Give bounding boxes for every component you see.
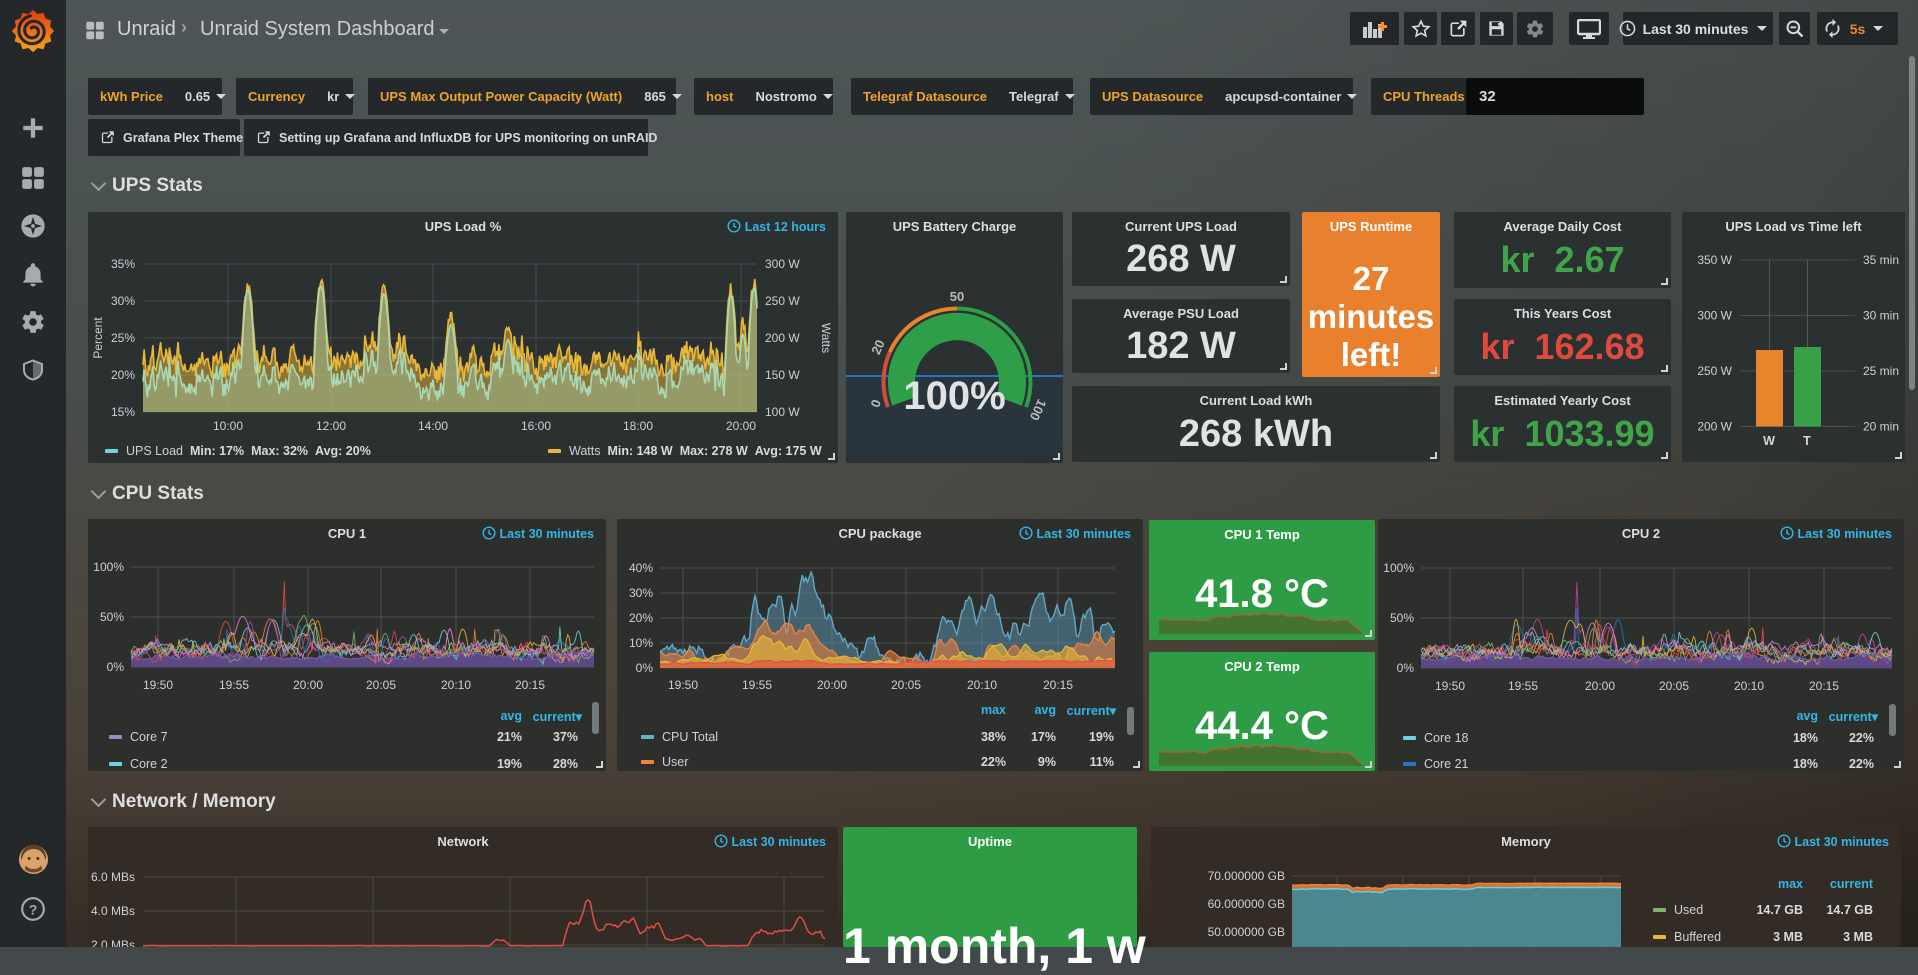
svg-text:14:00: 14:00	[418, 419, 448, 433]
svg-text:30 min: 30 min	[1863, 309, 1899, 323]
svg-text:18:00: 18:00	[623, 419, 653, 433]
svg-text:20:00: 20:00	[1585, 679, 1615, 693]
svg-text:6.0 MBs: 6.0 MBs	[91, 870, 135, 884]
svg-text:20:00: 20:00	[293, 678, 323, 692]
svg-text:35 min: 35 min	[1863, 253, 1899, 267]
svg-text:60.000000 GB: 60.000000 GB	[1208, 897, 1285, 911]
svg-text:50%: 50%	[1390, 611, 1414, 625]
svg-text:20:05: 20:05	[366, 678, 396, 692]
svg-text:20 min: 20 min	[1863, 420, 1899, 434]
svg-text:25 min: 25 min	[1863, 364, 1899, 378]
svg-text:0: 0	[867, 397, 884, 409]
svg-text:16:00: 16:00	[521, 419, 551, 433]
svg-text:12:00: 12:00	[316, 419, 346, 433]
svg-text:30%: 30%	[111, 294, 135, 308]
svg-text:2.0 MBs: 2.0 MBs	[91, 938, 135, 947]
svg-text:19:55: 19:55	[742, 678, 772, 692]
svg-text:0%: 0%	[1397, 661, 1415, 675]
svg-text:10:00: 10:00	[213, 419, 243, 433]
svg-text:20:10: 20:10	[441, 678, 471, 692]
svg-text:50.000000 GB: 50.000000 GB	[1208, 925, 1285, 939]
svg-text:300 W: 300 W	[1697, 309, 1732, 323]
svg-text:20:05: 20:05	[891, 678, 921, 692]
svg-text:20%: 20%	[629, 611, 653, 625]
svg-text:25%: 25%	[111, 331, 135, 345]
svg-text:100 W: 100 W	[765, 405, 800, 419]
svg-text:19:55: 19:55	[219, 678, 249, 692]
svg-text:20%: 20%	[111, 368, 135, 382]
svg-text:10%: 10%	[629, 636, 653, 650]
svg-text:150 W: 150 W	[765, 368, 800, 382]
svg-text:50%: 50%	[100, 610, 124, 624]
svg-text:35%: 35%	[111, 257, 135, 271]
svg-text:100%: 100%	[93, 560, 124, 574]
svg-text:200 W: 200 W	[1697, 420, 1732, 434]
svg-text:200 W: 200 W	[765, 331, 800, 345]
svg-text:15%: 15%	[111, 405, 135, 419]
svg-text:T: T	[1803, 434, 1811, 448]
svg-text:30%: 30%	[629, 586, 653, 600]
svg-text:?: ?	[29, 901, 38, 917]
svg-text:20:10: 20:10	[967, 678, 997, 692]
svg-text:4.0 MBs: 4.0 MBs	[91, 904, 135, 918]
svg-text:250 W: 250 W	[765, 294, 800, 308]
svg-text:250 W: 250 W	[1697, 364, 1732, 378]
svg-text:100%: 100%	[1383, 561, 1414, 575]
svg-text:20:10: 20:10	[1734, 679, 1764, 693]
svg-text:19:50: 19:50	[143, 678, 173, 692]
svg-text:Watts: Watts	[819, 323, 833, 353]
svg-text:300 W: 300 W	[765, 257, 800, 271]
svg-text:19:50: 19:50	[668, 678, 698, 692]
svg-text:40%: 40%	[629, 561, 653, 575]
svg-text:Percent: Percent	[91, 317, 105, 359]
svg-text:0%: 0%	[107, 660, 125, 674]
svg-text:20:00: 20:00	[817, 678, 847, 692]
svg-text:70.000000 GB: 70.000000 GB	[1208, 869, 1285, 883]
svg-text:350 W: 350 W	[1697, 253, 1732, 267]
svg-text:20:15: 20:15	[1043, 678, 1073, 692]
svg-text:20:15: 20:15	[515, 678, 545, 692]
svg-text:19:55: 19:55	[1508, 679, 1538, 693]
svg-text:50: 50	[950, 289, 964, 304]
svg-text:W: W	[1763, 434, 1775, 448]
svg-text:19:50: 19:50	[1435, 679, 1465, 693]
svg-text:20:15: 20:15	[1809, 679, 1839, 693]
svg-text:0%: 0%	[636, 661, 654, 675]
svg-text:20:05: 20:05	[1659, 679, 1689, 693]
svg-text:20:00: 20:00	[726, 419, 756, 433]
svg-text:20: 20	[868, 337, 888, 356]
